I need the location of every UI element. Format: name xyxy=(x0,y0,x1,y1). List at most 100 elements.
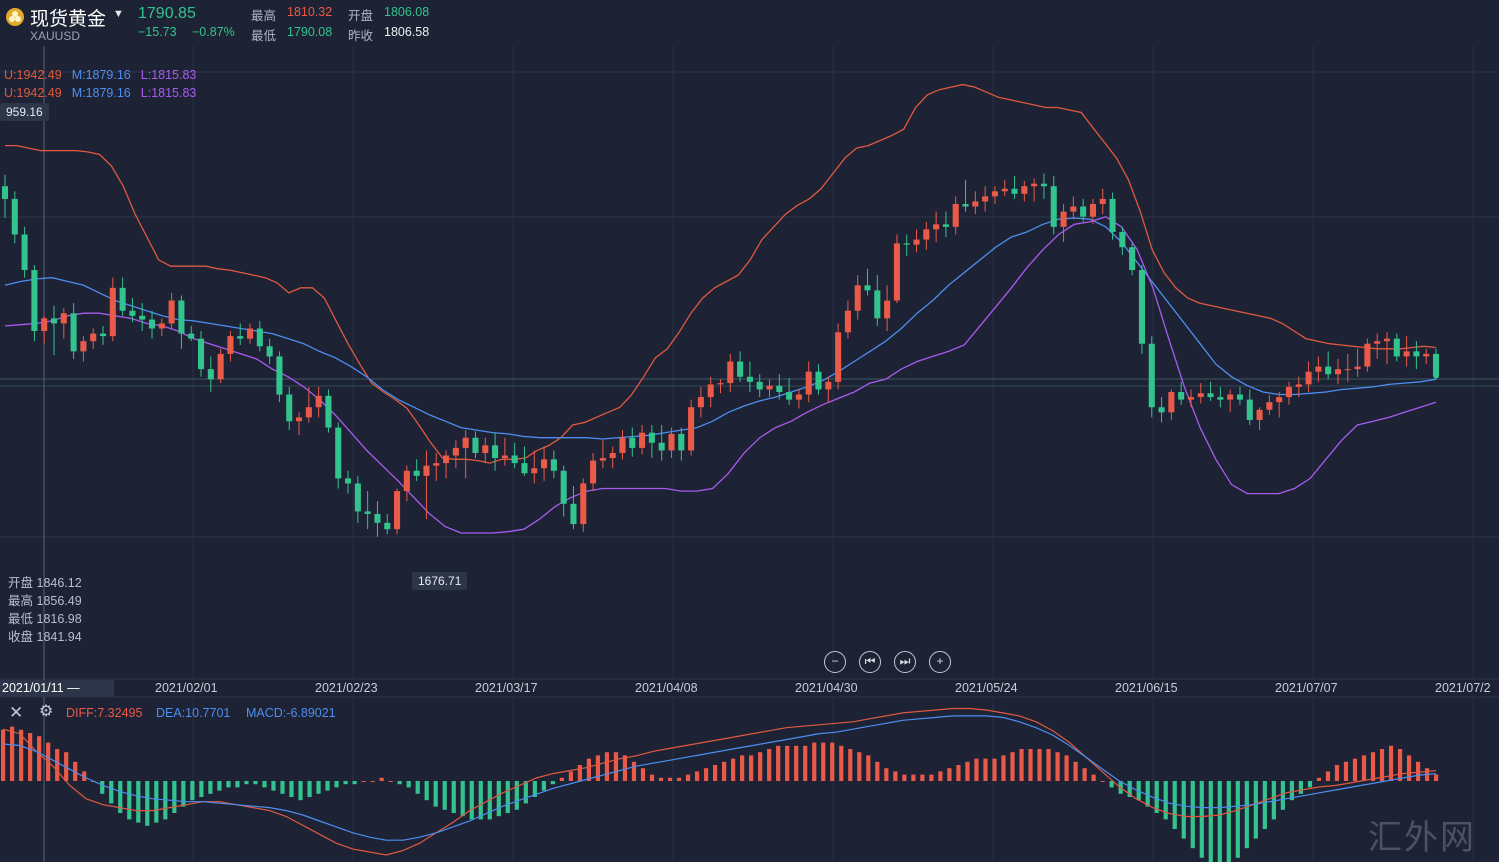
gear-icon[interactable]: ⚙ xyxy=(39,703,54,720)
macd-bar xyxy=(1145,781,1150,807)
macd-bar xyxy=(875,761,880,781)
macd-bar xyxy=(1001,755,1006,781)
candle-body xyxy=(942,224,949,227)
macd-bar xyxy=(649,774,655,781)
candle-body xyxy=(844,310,851,333)
candle-body xyxy=(1266,402,1273,410)
candle-body xyxy=(1423,353,1430,357)
candle-body xyxy=(1325,366,1332,375)
x-tick-label: 2021/02/23 xyxy=(315,681,378,695)
low-label: 最低 xyxy=(251,29,277,43)
candle-body xyxy=(90,333,97,342)
candle-body xyxy=(1246,399,1253,420)
macd-bar xyxy=(208,781,213,794)
macd-bar xyxy=(1046,749,1051,781)
candle-body xyxy=(962,204,969,207)
macd-bar xyxy=(1406,755,1412,781)
macd-bar xyxy=(181,781,186,807)
macd-bar xyxy=(541,781,546,791)
candle-body xyxy=(296,417,303,422)
macd-bar xyxy=(1280,781,1285,810)
candle-body xyxy=(590,460,597,484)
macd-bar xyxy=(1091,774,1096,781)
scroll-first-button[interactable]: ⏮ xyxy=(859,651,881,673)
macd-bar xyxy=(379,777,384,781)
macd-bar xyxy=(199,781,204,797)
macd-bar xyxy=(1307,781,1313,788)
close-icon[interactable]: ✕ xyxy=(9,703,24,722)
macd-bar xyxy=(253,781,258,785)
candle-body xyxy=(501,455,508,459)
candle-body xyxy=(746,376,753,382)
watermark: 汇外网 xyxy=(1368,818,1476,858)
macd-bar xyxy=(217,781,222,791)
candle-body xyxy=(41,318,48,332)
chevron-down-icon[interactable]: ▼ xyxy=(113,8,124,20)
macd-bar xyxy=(307,781,312,797)
scroll-last-button[interactable]: ⏭ xyxy=(894,651,916,673)
macd-bar xyxy=(280,781,285,794)
candle-body xyxy=(325,395,332,428)
candle-body xyxy=(1158,407,1165,413)
high-value: 1810.32 xyxy=(287,5,333,19)
macd-bar xyxy=(1370,752,1376,781)
candle-body xyxy=(1119,231,1126,248)
candle-body xyxy=(1383,338,1391,342)
macd-bar xyxy=(271,781,276,791)
candle-body xyxy=(854,285,861,311)
candle-body xyxy=(1001,188,1008,192)
x-tick-label: 2021/07/07 xyxy=(1275,681,1338,695)
macd-bar xyxy=(640,768,646,781)
candle-body xyxy=(1227,394,1234,400)
boll-middle: M:1879.16 xyxy=(71,86,131,100)
macd-bar xyxy=(226,781,231,788)
candle-body xyxy=(345,478,352,484)
candle-body xyxy=(1374,341,1381,344)
macd-bar xyxy=(145,781,150,826)
boll-legend-2: U:1942.49 M:1879.16 L:1815.83 xyxy=(4,86,206,100)
candle-body xyxy=(276,356,283,395)
x-tick-label: 2021/07/2 xyxy=(1435,681,1491,695)
macd-bar xyxy=(794,745,799,781)
macd-bar xyxy=(460,781,465,817)
candle-body xyxy=(893,243,900,301)
instrument-title[interactable]: 现货黄金 xyxy=(30,9,107,30)
x-tick-label: 2021/05/24 xyxy=(955,681,1018,695)
macd-bar xyxy=(82,771,87,781)
candle-body xyxy=(1011,188,1018,194)
macd-bar xyxy=(352,781,357,785)
macd-bar xyxy=(812,742,817,781)
macd-bar xyxy=(1262,781,1267,829)
macd-bar xyxy=(1028,749,1033,781)
boll-lower-line xyxy=(4,215,1437,534)
candle-body xyxy=(1168,392,1175,413)
price-change-pct: −0.87% xyxy=(192,25,235,39)
macd-bar xyxy=(1208,781,1213,862)
macd-bar xyxy=(947,768,952,781)
candle-body xyxy=(217,353,224,380)
candle-body xyxy=(1217,397,1224,400)
zoom-out-button[interactable]: − xyxy=(824,651,846,673)
candle-body xyxy=(109,287,116,337)
macd-bar xyxy=(550,781,555,785)
candle-body xyxy=(727,361,734,384)
macd-bar xyxy=(532,781,537,797)
macd-bar xyxy=(1253,781,1258,839)
macd-bar xyxy=(1190,781,1195,849)
candle-body xyxy=(492,445,499,459)
prev-close-label: 昨收 xyxy=(348,29,374,43)
candle-body xyxy=(452,447,459,456)
macd-bar xyxy=(262,781,267,788)
macd-bar xyxy=(1379,749,1385,781)
candle-body xyxy=(129,310,136,316)
macd-bar xyxy=(424,781,429,801)
candle-body xyxy=(286,394,293,422)
macd-dea-line xyxy=(2,715,1437,841)
macd-bar xyxy=(1019,749,1024,781)
zoom-in-button[interactable]: + xyxy=(929,651,951,673)
macd-bar xyxy=(1388,745,1394,781)
macd-bar xyxy=(857,752,862,781)
macd-bar xyxy=(920,774,925,781)
macd-bar xyxy=(1434,774,1439,781)
